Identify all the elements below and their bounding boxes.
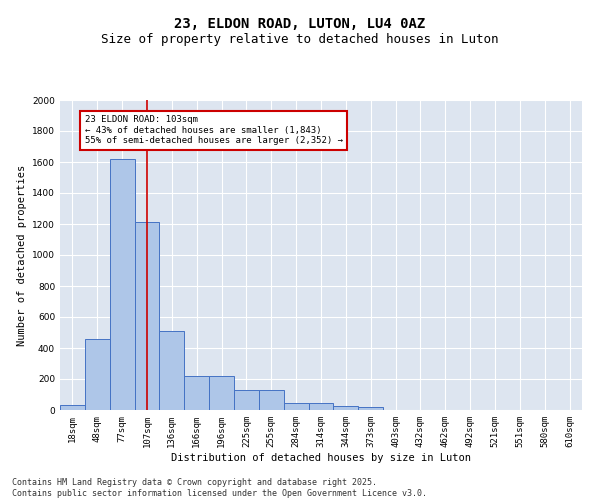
Bar bbox=[209, 376, 234, 410]
Bar bbox=[334, 406, 358, 410]
Bar bbox=[284, 403, 308, 410]
Bar bbox=[85, 338, 110, 410]
Bar bbox=[308, 403, 334, 410]
Text: 23 ELDON ROAD: 103sqm
← 43% of detached houses are smaller (1,843)
55% of semi-d: 23 ELDON ROAD: 103sqm ← 43% of detached … bbox=[85, 116, 343, 146]
Text: Contains HM Land Registry data © Crown copyright and database right 2025.
Contai: Contains HM Land Registry data © Crown c… bbox=[12, 478, 427, 498]
Bar bbox=[358, 407, 383, 410]
Bar bbox=[60, 406, 85, 410]
Text: 23, ELDON ROAD, LUTON, LU4 0AZ: 23, ELDON ROAD, LUTON, LU4 0AZ bbox=[175, 18, 425, 32]
Text: Size of property relative to detached houses in Luton: Size of property relative to detached ho… bbox=[101, 32, 499, 46]
Bar bbox=[110, 159, 134, 410]
Bar bbox=[160, 331, 184, 410]
Bar bbox=[259, 390, 284, 410]
Bar bbox=[234, 390, 259, 410]
X-axis label: Distribution of detached houses by size in Luton: Distribution of detached houses by size … bbox=[171, 452, 471, 462]
Y-axis label: Number of detached properties: Number of detached properties bbox=[17, 164, 26, 346]
Bar bbox=[184, 376, 209, 410]
Bar bbox=[134, 222, 160, 410]
